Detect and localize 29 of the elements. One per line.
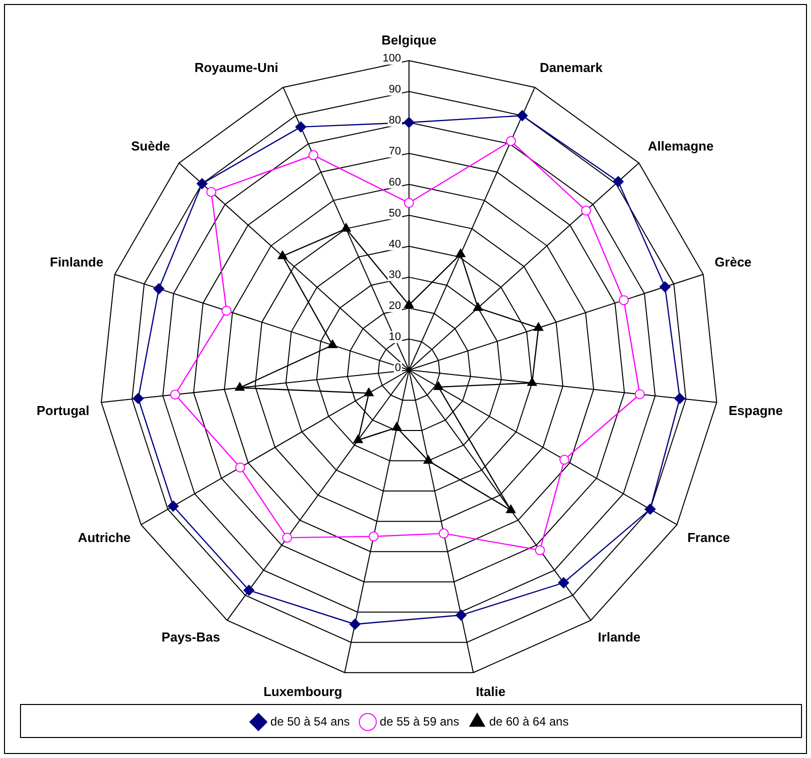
spoke-label: Portugal	[36, 402, 90, 418]
y-tick-label: 50	[388, 207, 401, 220]
spoke-label: Espagne	[728, 402, 783, 418]
spoke-label: Suède	[131, 138, 170, 154]
y-tick-label: 10	[388, 331, 401, 344]
spoke-label: Danemark	[540, 60, 604, 76]
spoke-label: Autriche	[78, 530, 131, 546]
spoke-label: Allemagne	[648, 138, 714, 154]
spoke-label: Luxembourg	[263, 684, 342, 699]
y-tick-label: 40	[388, 238, 401, 250]
y-tick-label: 70	[388, 145, 401, 158]
spoke-label: Royaume-Uni	[194, 60, 278, 76]
y-tick-label: 30	[388, 269, 401, 282]
spoke-label: Finlande	[50, 254, 104, 270]
spoke-label: Pays-Bas	[162, 629, 220, 644]
spoke-label: Grèce	[714, 254, 752, 270]
y-tick-label: 100	[382, 52, 401, 65]
y-tick-label: 60	[388, 176, 401, 188]
y-tick-label: 0	[394, 362, 401, 374]
spoke-label: Italie	[476, 684, 506, 699]
y-tick-label: 90	[388, 84, 401, 96]
legend-label: de 55 à 59 ans	[380, 714, 460, 728]
y-tick-label: 20	[388, 300, 401, 312]
legend-label: de 60 à 64 ans	[489, 714, 569, 728]
spoke-label: Belgique	[382, 32, 436, 48]
legend-label: de 50 à 54 ans	[270, 714, 350, 728]
spoke-label: Irlande	[598, 629, 641, 644]
y-tick-label: 80	[388, 114, 401, 127]
spoke-label: France	[687, 530, 730, 546]
